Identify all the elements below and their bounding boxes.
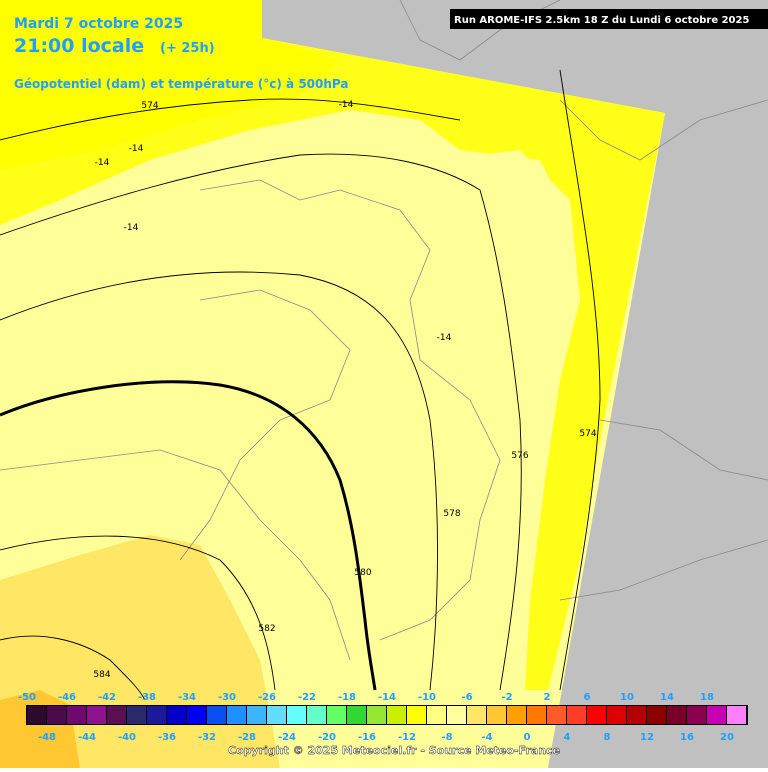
color-swatch xyxy=(207,706,226,724)
colorbar-label: 10 xyxy=(620,692,634,703)
contour-labels: 574 -14 -14 -14 -14 -14 576 578 580 582 584 574 xyxy=(93,100,596,680)
color-swatch xyxy=(87,706,106,724)
contour-label: -14 xyxy=(95,158,110,168)
colorbar-label: 8 xyxy=(604,732,611,743)
colorbar-label: -26 xyxy=(258,692,276,703)
colorbar-label: 6 xyxy=(584,692,591,703)
colorbar-label: -44 xyxy=(78,732,96,743)
colorbar-label: -46 xyxy=(58,692,76,703)
contour-label: -14 xyxy=(129,144,144,154)
color-swatch xyxy=(707,706,726,724)
colorbar-label: -40 xyxy=(118,732,136,743)
color-swatch xyxy=(727,706,746,724)
colorbar-label: 2 xyxy=(544,692,551,703)
contour-label: -14 xyxy=(339,100,354,110)
color-swatch xyxy=(427,706,446,724)
color-swatch xyxy=(467,706,486,724)
colorbar-label: 18 xyxy=(700,692,714,703)
colorbar-label: -2 xyxy=(501,692,512,703)
contour-label: -14 xyxy=(124,223,139,233)
time: 21:00 locale xyxy=(14,35,144,57)
colorbar-label: -28 xyxy=(238,732,256,743)
yellow-top xyxy=(0,0,340,170)
color-swatch xyxy=(127,706,146,724)
color-swatch xyxy=(487,706,506,724)
color-swatch xyxy=(227,706,246,724)
pale-zone xyxy=(435,150,580,690)
colorbar-label: -14 xyxy=(378,692,396,703)
colorbar-label: -36 xyxy=(158,732,176,743)
colorbar-label: -22 xyxy=(298,692,316,703)
contour-lines xyxy=(0,69,601,701)
colorbar-label: -38 xyxy=(138,692,156,703)
contour-label: 580 xyxy=(354,568,371,578)
color-swatch xyxy=(27,706,46,724)
color-swatch xyxy=(387,706,406,724)
color-swatch xyxy=(587,706,606,724)
contour-label: 576 xyxy=(511,451,528,461)
contour-label: 574 xyxy=(141,101,158,111)
contour-label: 578 xyxy=(443,509,460,519)
color-swatch xyxy=(607,706,626,724)
color-swatch xyxy=(527,706,546,724)
color-swatch xyxy=(307,706,326,724)
color-swatch xyxy=(167,706,186,724)
color-swatch xyxy=(407,706,426,724)
colorbar-label: -18 xyxy=(338,692,356,703)
color-swatch xyxy=(687,706,706,724)
colorbar-label: -30 xyxy=(218,692,236,703)
color-swatch xyxy=(367,706,386,724)
contour-580 xyxy=(0,380,377,691)
colorbar-label: -24 xyxy=(278,732,296,743)
run-info: Run AROME-IFS 2.5km 18 Z du Lundi 6 octo… xyxy=(454,15,749,26)
colorbar-label: 20 xyxy=(720,732,734,743)
color-swatch xyxy=(347,706,366,724)
colorbar-label: -8 xyxy=(441,732,452,743)
run-box xyxy=(450,9,768,29)
field-title: Géopotentiel (dam) et température (°c) à… xyxy=(14,77,349,91)
color-swatch xyxy=(267,706,286,724)
color-swatch xyxy=(107,706,126,724)
colorbar-label: 12 xyxy=(640,732,654,743)
color-swatch xyxy=(147,706,166,724)
color-swatch xyxy=(67,706,86,724)
color-swatch xyxy=(47,706,66,724)
copyright: Copyright © 2025 Meteociel.fr - Source M… xyxy=(228,744,560,757)
contour-label: -14 xyxy=(437,333,452,343)
color-swatch xyxy=(627,706,646,724)
colorbar-label: 16 xyxy=(680,732,694,743)
date: Mardi 7 octobre 2025 xyxy=(14,16,183,32)
color-swatch xyxy=(567,706,586,724)
colorbar-label: -34 xyxy=(178,692,196,703)
colorbar-label: -48 xyxy=(38,732,56,743)
colorbar-label: -16 xyxy=(358,732,376,743)
contour-label: 574 xyxy=(579,429,596,439)
color-swatch xyxy=(507,706,526,724)
colorbar-label: -6 xyxy=(461,692,472,703)
colorbar-label: -42 xyxy=(98,692,116,703)
colorbar-label: -10 xyxy=(418,692,436,703)
color-swatch xyxy=(447,706,466,724)
colorbar-label: -32 xyxy=(198,732,216,743)
colorbar-label: 14 xyxy=(660,692,674,703)
color-swatch xyxy=(187,706,206,724)
contour-label: 584 xyxy=(93,670,110,680)
color-swatch xyxy=(247,706,266,724)
lead-time: (+ 25h) xyxy=(160,41,215,56)
color-swatch xyxy=(667,706,686,724)
color-swatch xyxy=(547,706,566,724)
colorbar-label: -50 xyxy=(18,692,36,703)
borders xyxy=(0,0,768,661)
colorbar-label: -12 xyxy=(398,732,416,743)
color-swatch xyxy=(647,706,666,724)
contour-label: 582 xyxy=(258,624,275,634)
color-swatch xyxy=(287,706,306,724)
colorbar-label: -20 xyxy=(318,732,336,743)
colorbar: -50 -46 -42 -38 -34 -30 -26 -22 -18 -14 -10 -6 -2 2 6 1… xyxy=(18,692,748,743)
color-swatch xyxy=(327,706,346,724)
colorbar-label: 0 xyxy=(524,732,531,743)
colorbar-label: 4 xyxy=(564,732,571,743)
colorbar-label: -4 xyxy=(481,732,492,743)
